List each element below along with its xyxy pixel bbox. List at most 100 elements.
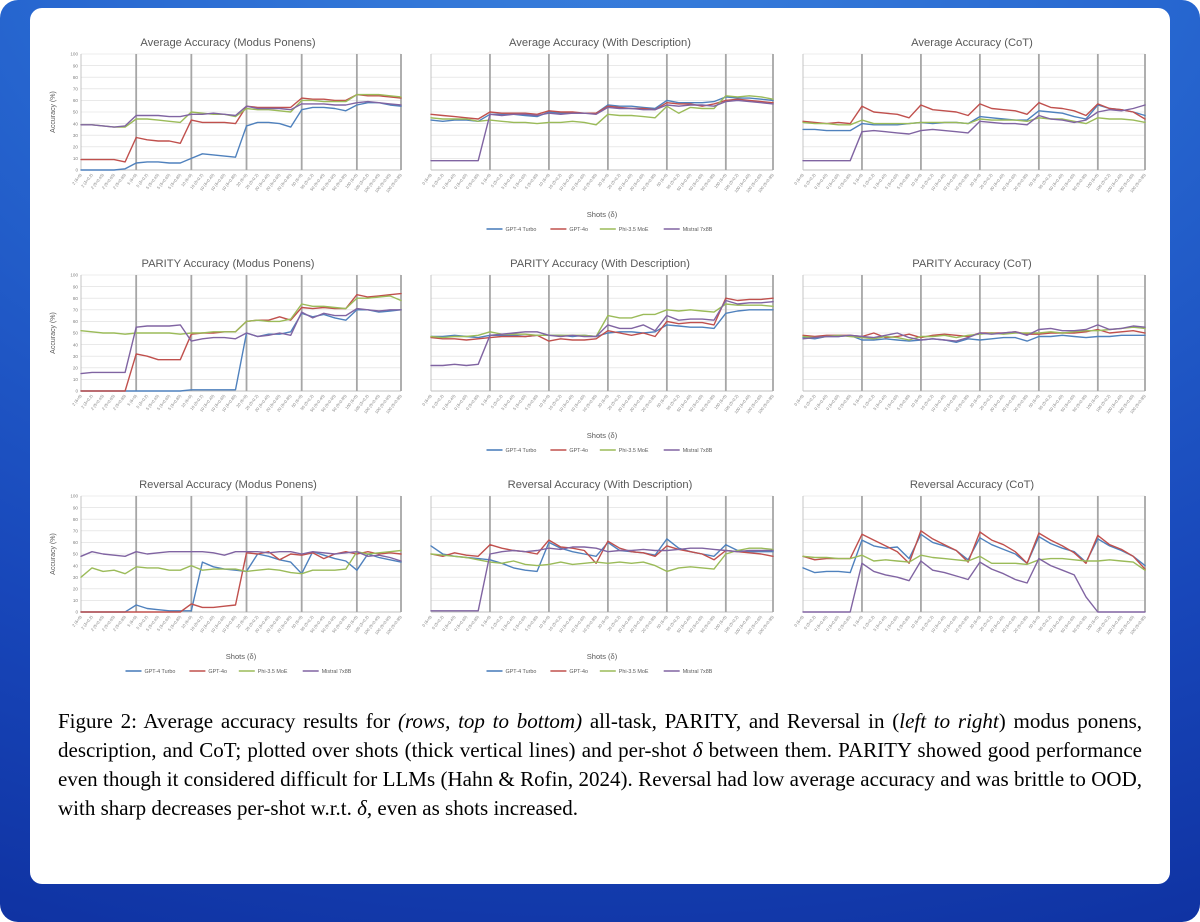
chart-average-accuracy-modus-ponens: Average Accuracy (Modus Ponens) 0 10 20 30 40… [47, 34, 409, 211]
legend-label-gpt-4-turbo: GPT-4 Turbo [506, 227, 537, 233]
legend-label-mistral-7x8b: Mistral 7x8B [683, 227, 713, 233]
chart-svg-parity-accuracy-modus-ponens: PARITY Accuracy (Modus Ponens) 0 10 20 30 40 5… [50, 258, 403, 415]
legend-label-gpt-4o: GPT-4o [208, 669, 227, 675]
svg-text:0: 0 [75, 389, 78, 394]
series-line-gpt-4o [80, 550, 402, 613]
caption-segment: δ [692, 737, 703, 762]
chart-svg-parity-accuracy-cot: PARITY Accuracy (CoT) 0 (δ=0)0 (δ=0.2)0 (… [793, 258, 1147, 415]
svg-text:80: 80 [73, 296, 79, 301]
svg-text:80: 80 [73, 517, 79, 522]
chart-legend: GPT-4 Turbo GPT-4o Phi-3.5 MoE Mistral 7x8B [486, 669, 713, 675]
svg-text:100: 100 [70, 273, 78, 278]
svg-text:100: 100 [70, 494, 78, 499]
caption-segment: Figure 2: Average accuracy results for [58, 709, 398, 733]
series-line-gpt-4-turbo [802, 104, 1146, 132]
caption-segment: (rows, top to bottom) [398, 709, 583, 733]
series-line-mistral-7x8b [80, 550, 402, 562]
svg-text:0 (δ=0.85): 0 (δ=0.85) [465, 393, 481, 411]
shot-boundary-lines [861, 54, 1146, 170]
gridlines [81, 495, 401, 613]
gridlines [431, 274, 773, 392]
legend-label-mistral-7x8b: Mistral 7x8B [322, 669, 352, 675]
chart-reversal-accuracy-with-description: Reversal Accuracy (With Description) 0 (δ… [419, 476, 781, 683]
gridlines [431, 53, 773, 171]
x-tick-labels: 2 (δ=0)2 (δ=0.2)2 (δ=0.45)2 (δ=0.65)2 (δ… [71, 393, 403, 415]
series-line-gpt-4o [80, 93, 402, 163]
caption-segment: ) modus ponens, description, and CoT; pl… [58, 709, 1142, 762]
svg-text:40: 40 [73, 342, 79, 347]
y-tick-labels: 0 10 20 30 40 50 60 70 80 90 100 [70, 52, 78, 173]
series-line-mistral-7x8b [802, 104, 1146, 162]
gridlines [803, 53, 1145, 171]
series-line-mistral-7x8b [802, 557, 1146, 613]
x-tick-labels: 2 (δ=0)2 (δ=0.2)2 (δ=0.45)2 (δ=0.65)2 (δ… [71, 614, 403, 636]
series-line-gpt-4-turbo [802, 334, 1146, 344]
svg-text:50: 50 [73, 552, 79, 557]
x-axis-title: Shots (δ) [587, 652, 618, 661]
svg-text:0: 0 [75, 168, 78, 173]
series-line-gpt-4o [80, 292, 402, 392]
series-line-mistral-7x8b [802, 324, 1146, 342]
svg-text:50: 50 [73, 110, 79, 115]
shot-boundary-lines [135, 275, 402, 391]
svg-text:30: 30 [73, 133, 79, 138]
svg-text:70: 70 [73, 308, 79, 313]
legend-label-phi-3-5-moe: Phi-3.5 MoE [619, 448, 649, 454]
shot-boundary-lines [861, 496, 1146, 612]
series-line-mistral-7x8b [80, 307, 402, 375]
svg-text:10: 10 [73, 598, 79, 603]
series-line-phi-3-5-moe [430, 303, 774, 339]
chart-parity-accuracy-with-description: PARITY Accuracy (With Description) 0 (δ=0… [419, 255, 781, 462]
legend-label-gpt-4o: GPT-4o [569, 669, 588, 675]
caption-segment: δ [357, 795, 367, 820]
chart-title: PARITY Accuracy (With Description) [510, 258, 690, 270]
svg-text:5 (δ=0.85): 5 (δ=0.85) [896, 614, 912, 632]
series-line-phi-3-5-moe [80, 93, 402, 128]
series-line-gpt-4-turbo [80, 309, 402, 392]
svg-text:20: 20 [73, 145, 79, 150]
chart-title: Average Accuracy (CoT) [911, 37, 1033, 49]
svg-text:10: 10 [73, 377, 79, 382]
svg-text:5 (δ=0.85): 5 (δ=0.85) [896, 172, 912, 190]
x-axis-title: Shots (δ) [226, 652, 257, 661]
legend-label-gpt-4o: GPT-4o [569, 227, 588, 233]
chart-title: Reversal Accuracy (With Description) [508, 479, 693, 491]
svg-text:80: 80 [73, 75, 79, 80]
series-line-phi-3-5-moe [80, 549, 402, 578]
svg-text:0 (δ=0.85): 0 (δ=0.85) [837, 614, 853, 632]
svg-text:30: 30 [73, 354, 79, 359]
x-axis-title: Shots (δ) [587, 210, 618, 219]
x-axis-title: Shots (δ) [587, 431, 618, 440]
y-tick-labels: 0 10 20 30 40 50 60 70 80 90 100 [70, 273, 78, 394]
svg-text:20: 20 [73, 366, 79, 371]
svg-text:60: 60 [73, 319, 79, 324]
x-tick-labels: 0 (δ=0)0 (δ=0.2)0 (δ=0.45)0 (δ=0.65)0 (δ… [793, 172, 1147, 194]
chart-legend: GPT-4 Turbo GPT-4o Phi-3.5 MoE Mistral 7x8B [125, 669, 352, 675]
svg-text:90: 90 [73, 284, 79, 289]
svg-text:0: 0 [75, 610, 78, 615]
legend-label-mistral-7x8b: Mistral 7x8B [683, 669, 713, 675]
chart-title: PARITY Accuracy (CoT) [912, 258, 1032, 270]
x-tick-labels: 0 (δ=0)0 (δ=0.2)0 (δ=0.45)0 (δ=0.65)0 (δ… [793, 393, 1147, 415]
x-tick-labels: 0 (δ=0)0 (δ=0.2)0 (δ=0.45)0 (δ=0.65)0 (δ… [421, 172, 775, 194]
chart-svg-reversal-accuracy-modus-ponens: Reversal Accuracy (Modus Ponens) 0 10 20 30 4… [50, 479, 403, 675]
caption-segment: all-task, PARITY, and Reversal in ( [582, 709, 900, 733]
svg-text:5 (δ=0.85): 5 (δ=0.85) [524, 172, 540, 190]
gridlines [81, 274, 401, 392]
svg-text:0 (δ=0.85): 0 (δ=0.85) [465, 614, 481, 632]
chart-legend: GPT-4 Turbo GPT-4o Phi-3.5 MoE Mistral 7x8B [486, 227, 713, 233]
legend-label-phi-3-5-moe: Phi-3.5 MoE [619, 669, 649, 675]
svg-text:0 (δ=0.85): 0 (δ=0.85) [837, 172, 853, 190]
series-line-gpt-4o [430, 539, 774, 565]
y-axis-title: Accuracy (%) [50, 312, 57, 354]
svg-text:40: 40 [73, 121, 79, 126]
svg-text:50: 50 [73, 331, 79, 336]
gridlines [803, 274, 1145, 392]
svg-text:60: 60 [73, 98, 79, 103]
chart-svg-reversal-accuracy-cot: Reversal Accuracy (CoT) 0 (δ=0)0 (δ=0.2)0… [793, 479, 1147, 636]
svg-text:20: 20 [73, 587, 79, 592]
caption-segment: , even as shots increased. [366, 795, 579, 820]
svg-text:5 (δ=0.85): 5 (δ=0.85) [524, 614, 540, 632]
series-line-phi-3-5-moe [802, 326, 1146, 341]
charts-grid: Average Accuracy (Modus Ponens) 0 10 20 30 40… [42, 34, 1158, 683]
